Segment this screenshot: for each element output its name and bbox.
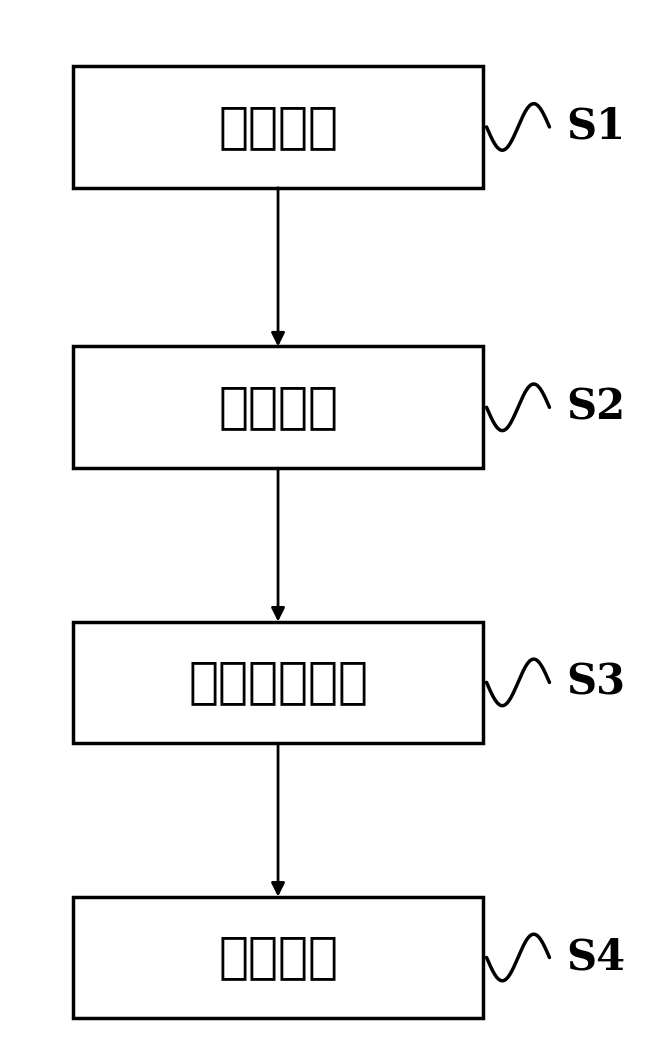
- Bar: [73, 347, 483, 468]
- Text: S4: S4: [566, 936, 625, 979]
- Text: S1: S1: [566, 106, 625, 148]
- Text: 准备步骤: 准备步骤: [218, 103, 338, 151]
- Text: 氧化还原步骤: 氧化还原步骤: [188, 658, 368, 707]
- Text: 剥离步骤: 剥离步骤: [218, 933, 338, 982]
- Bar: [73, 66, 483, 188]
- Text: 贴合步骤: 贴合步骤: [218, 383, 338, 432]
- Text: S3: S3: [566, 661, 625, 704]
- Bar: [73, 897, 483, 1018]
- Text: S2: S2: [566, 386, 625, 428]
- Bar: [73, 622, 483, 743]
